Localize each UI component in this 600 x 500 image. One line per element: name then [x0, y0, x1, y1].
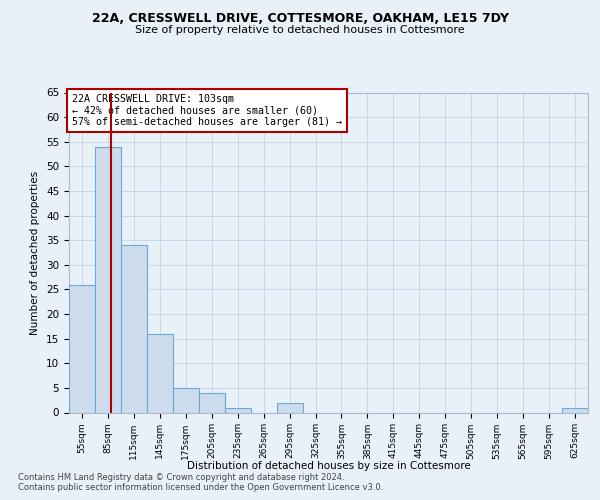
Text: Contains HM Land Registry data © Crown copyright and database right 2024.: Contains HM Land Registry data © Crown c… — [18, 472, 344, 482]
Bar — [121, 245, 147, 412]
Text: 22A, CRESSWELL DRIVE, COTTESMORE, OAKHAM, LE15 7DY: 22A, CRESSWELL DRIVE, COTTESMORE, OAKHAM… — [91, 12, 509, 26]
Bar — [173, 388, 199, 412]
Text: 22A CRESSWELL DRIVE: 103sqm
← 42% of detached houses are smaller (60)
57% of sem: 22A CRESSWELL DRIVE: 103sqm ← 42% of det… — [71, 94, 341, 128]
Bar — [147, 334, 173, 412]
Bar — [277, 402, 302, 412]
Bar — [69, 284, 95, 412]
Text: Size of property relative to detached houses in Cottesmore: Size of property relative to detached ho… — [135, 25, 465, 35]
X-axis label: Distribution of detached houses by size in Cottesmore: Distribution of detached houses by size … — [187, 462, 470, 471]
Bar — [95, 146, 121, 412]
Y-axis label: Number of detached properties: Number of detached properties — [31, 170, 40, 334]
Bar — [199, 393, 224, 412]
Bar — [562, 408, 588, 412]
Bar — [225, 408, 251, 412]
Text: Contains public sector information licensed under the Open Government Licence v3: Contains public sector information licen… — [18, 482, 383, 492]
